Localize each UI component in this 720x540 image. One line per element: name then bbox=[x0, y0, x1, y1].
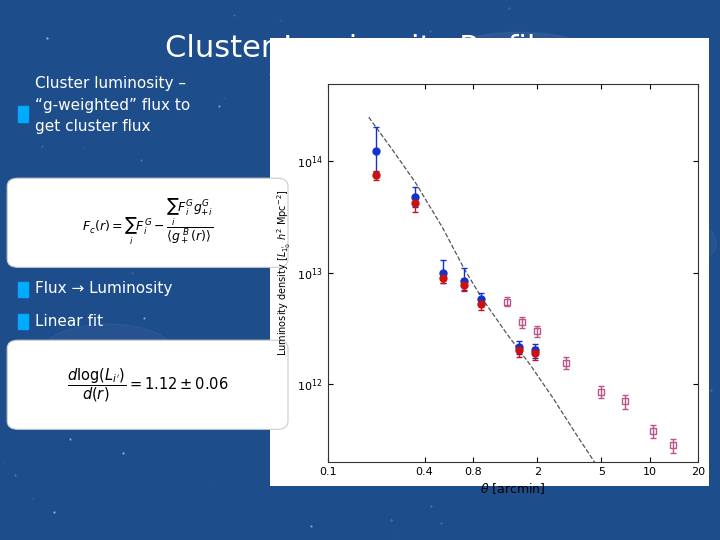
X-axis label: $\theta$ [arcmin]: $\theta$ [arcmin] bbox=[480, 481, 546, 496]
Bar bbox=[18, 314, 28, 329]
Bar bbox=[270, 38, 709, 486]
Y-axis label: Luminosity density $[L_{1^{\prime}_{\odot}}\ h^2\ \mathrm{Mpc}^{-2}]$: Luminosity density $[L_{1^{\prime}_{\odo… bbox=[275, 190, 293, 356]
Text: “g-weighted” flux to: “g-weighted” flux to bbox=[35, 98, 190, 113]
Text: Linear fit: Linear fit bbox=[35, 314, 103, 329]
Text: Flux → Luminosity: Flux → Luminosity bbox=[35, 281, 172, 296]
Text: get cluster flux: get cluster flux bbox=[35, 119, 150, 134]
Text: $F_c(r) = \sum_i F_i^G - \dfrac{\sum_i F_i^G g_{+i}^G}{\langle g_+^{\ B}(r) \ran: $F_c(r) = \sum_i F_i^G - \dfrac{\sum_i F… bbox=[82, 198, 213, 247]
Ellipse shape bbox=[428, 32, 608, 97]
Text: $\dfrac{d\log(L_{i^{\prime}})}{d(r)} = 1.12 \pm 0.06$: $\dfrac{d\log(L_{i^{\prime}})}{d(r)} = 1… bbox=[67, 366, 228, 403]
Text: Cluster Luminosity Profile: Cluster Luminosity Profile bbox=[166, 34, 554, 63]
Bar bbox=[18, 106, 28, 122]
FancyBboxPatch shape bbox=[7, 340, 288, 429]
Bar bbox=[18, 282, 28, 297]
Text: Cluster luminosity –: Cluster luminosity – bbox=[35, 76, 186, 91]
FancyBboxPatch shape bbox=[7, 178, 288, 267]
